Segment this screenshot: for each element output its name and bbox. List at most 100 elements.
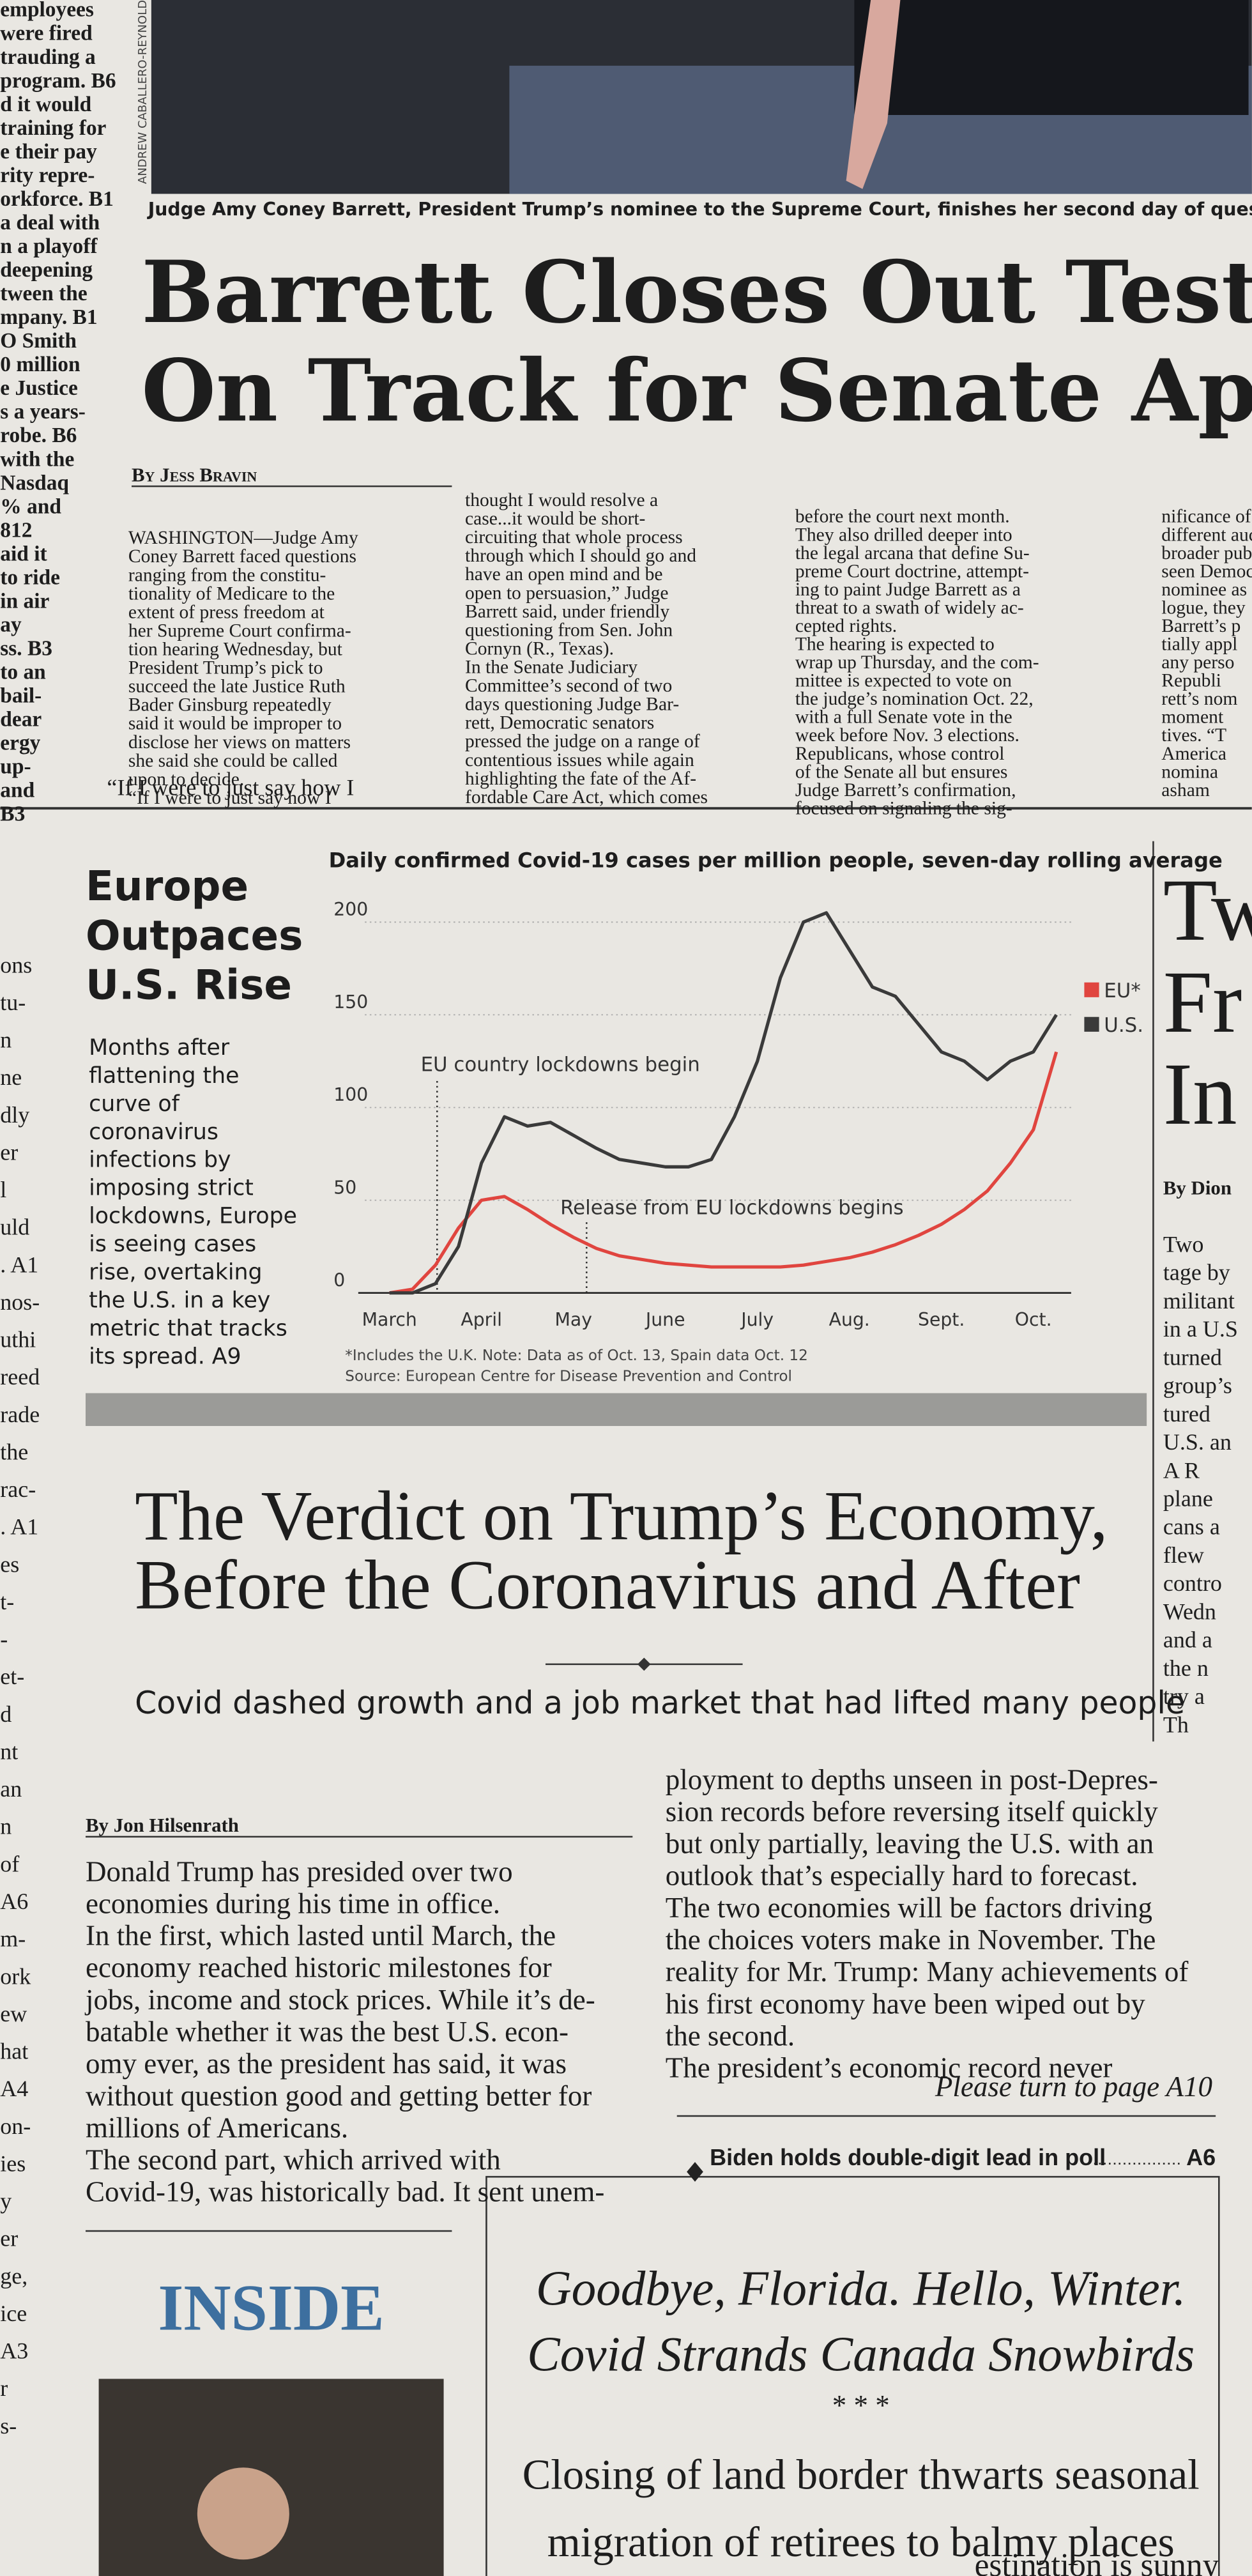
story-line: his first economy have been wiped out by: [666, 1988, 1146, 2020]
chart-box-headline: Europe: [86, 862, 248, 910]
teaser-fragment: a deal with: [0, 211, 100, 234]
story-line: “If I were to just say how I: [128, 788, 332, 808]
y-tick-label: 150: [333, 992, 368, 1013]
annotation: EU country lockdowns begin: [421, 1054, 700, 1077]
inside-photo-face: [197, 2467, 289, 2560]
story-line: batable whether it was the best U.S. eco…: [86, 2016, 569, 2048]
teaser-fragment: O Smith: [0, 329, 77, 353]
teaser-fragment: deepening: [0, 258, 93, 282]
story-line: have an open mind and be: [465, 564, 662, 585]
side-line: in a U.S: [1163, 1316, 1238, 1342]
story-line: seen Democ: [1161, 561, 1252, 581]
teaser-fragment: ies: [0, 2150, 26, 2176]
teaser-fragment: with the: [0, 447, 74, 471]
story-line: disclose her views on matters: [128, 732, 351, 753]
story-line: preme Court doctrine, attempt-: [795, 561, 1029, 581]
chart-box-summary: metric that tracks: [89, 1316, 287, 1342]
story-line: upon to decide.: [128, 769, 244, 790]
side-headline: Fr: [1163, 953, 1242, 1052]
teaser-fragment: ergy: [0, 732, 40, 755]
teaser: Biden holds double-digit lead in poll: [710, 2144, 1106, 2170]
story-line: pressed the judge on a range of: [465, 732, 700, 752]
story-line: highlighting the fate of the Af-: [465, 769, 696, 789]
story-line: thought I would resolve a: [465, 490, 658, 510]
teaser-fragment: rity repre-: [0, 164, 95, 187]
side-line: and a: [1163, 1627, 1212, 1653]
side-line: group’s: [1163, 1373, 1232, 1399]
photo-credit: ANDREW CABALLERO-REYNOLDS: [136, 0, 149, 184]
photo-legs: [846, 0, 901, 189]
chart-box-summary: curve of: [89, 1091, 179, 1117]
side-headline: Tw: [1163, 861, 1252, 960]
legend-label: U.S.: [1104, 1014, 1143, 1037]
chart-box-summary: Months after: [89, 1035, 230, 1061]
chart-box-summary: is seeing cases: [89, 1232, 256, 1257]
story-line: tives. “T: [1161, 725, 1226, 746]
side-line: A R: [1163, 1457, 1200, 1483]
story-line: said it would be improper to: [128, 714, 342, 734]
story-line: The second part, which arrived with: [86, 2144, 501, 2176]
chart-box-summary: the U.S. in a key: [89, 1288, 270, 1314]
x-tick-label: July: [740, 1309, 774, 1330]
story-line: tially appl: [1161, 634, 1237, 655]
story-line: circuiting that whole process: [465, 527, 683, 548]
story-line: tionality of Medicare to the: [128, 583, 335, 604]
deck: Covid dashed growth and a job market tha…: [135, 1685, 1185, 1721]
story-line: the legal arcana that define Su-: [795, 543, 1030, 564]
story-line: asham: [1161, 780, 1210, 801]
teaser-fragment: rac-: [0, 1476, 36, 1502]
y-tick-label: 200: [333, 899, 368, 920]
story-line: The two economies will be factors drivin…: [666, 1892, 1152, 1924]
teaser-fragment: orkforce. B1: [0, 187, 114, 211]
story-line: Covid-19, was historically bad. It sent …: [86, 2176, 604, 2208]
story-line: Judge Barrett’s confirmation,: [795, 780, 1016, 801]
story-line: omy ever, as the president has said, it …: [86, 2048, 567, 2080]
story-line: In the first, which lasted until March, …: [86, 1920, 556, 1952]
teaser-fragment: e Justice: [0, 376, 78, 400]
teaser-fragment: d: [0, 1701, 11, 1727]
teaser-fragment: . A1: [0, 1514, 38, 1540]
side-line: Wedn: [1163, 1598, 1216, 1624]
teaser-fragment: er: [0, 2226, 18, 2251]
story-line: America: [1161, 744, 1226, 764]
chart-box-headline: Outpaces: [86, 912, 303, 960]
inside-label: INSIDE: [158, 2271, 384, 2344]
teaser-fragment: 812: [0, 518, 32, 542]
annotation: Release from EU lockdowns begins: [560, 1196, 903, 1219]
teaser-fragment: es: [0, 1551, 19, 1577]
story-line: nominee as: [1161, 579, 1247, 600]
story-line: President Trump’s pick to: [128, 658, 323, 678]
chart-box-headline: U.S. Rise: [86, 961, 292, 1009]
story-line: millions of Americans.: [86, 2112, 348, 2143]
legend-swatch: [1084, 982, 1099, 997]
story-line: estination is sunny: [975, 2547, 1219, 2576]
story-line: nomina: [1161, 762, 1218, 782]
x-tick-label: Oct.: [1015, 1309, 1052, 1330]
teaser-fragment: up-: [0, 755, 31, 779]
teaser-fragment: er: [0, 1139, 18, 1165]
story-line: In the Senate Judiciary: [465, 657, 637, 678]
story-line: WASHINGTON—Judge Amy: [128, 528, 358, 548]
story-line: the choices voters make in November. The: [666, 1924, 1156, 1956]
story-line: with a full Senate vote in the: [795, 707, 1012, 728]
story-line: Committee’s second of two: [465, 676, 672, 696]
teaser-fragment: . A1: [0, 1252, 38, 1277]
story-line: contentious issues while again: [465, 750, 694, 770]
story-line: wrap up Thursday, and the com-: [795, 652, 1039, 673]
story-line: her Supreme Court confirma-: [128, 620, 351, 641]
ornament: [637, 1657, 651, 1671]
byline: By Dion: [1163, 1177, 1232, 1199]
teaser-fragment: n a playoff: [0, 234, 98, 258]
teaser-fragment: uthi: [0, 1327, 36, 1353]
chart-box-summary: infections by: [89, 1147, 231, 1173]
headline: Before the Coronavirus and After: [135, 1545, 1080, 1623]
story-line: case...it would be short-: [465, 509, 645, 529]
story-line: broader pub: [1161, 543, 1252, 564]
headline: Covid Strands Canada Snowbirds: [527, 2327, 1195, 2382]
teaser-fragment: A3: [0, 2338, 28, 2364]
teaser-fragment: ew: [0, 2001, 27, 2027]
story-line: sion records before reversing itself qui…: [666, 1795, 1158, 1827]
story-line: through which I should go and: [465, 546, 696, 566]
story-line: Barrett said, under friendly: [465, 601, 669, 622]
